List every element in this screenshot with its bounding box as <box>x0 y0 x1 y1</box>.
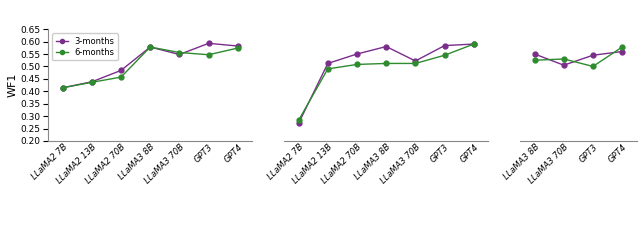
3-months <box>560 64 568 67</box>
Line: 3-months: 3-months <box>60 41 240 90</box>
3-months <box>382 45 390 48</box>
6-months <box>59 86 67 89</box>
6-months <box>412 62 419 65</box>
3-months <box>147 46 154 49</box>
6-months <box>353 63 361 66</box>
3-months <box>470 43 477 45</box>
6-months <box>441 54 449 57</box>
6-months <box>560 58 568 61</box>
3-months <box>234 45 242 48</box>
3-months <box>531 52 538 55</box>
6-months <box>470 43 477 45</box>
6-months <box>618 46 626 49</box>
Y-axis label: WF1: WF1 <box>8 73 17 97</box>
Line: 3-months: 3-months <box>532 49 625 68</box>
3-months <box>441 44 449 47</box>
6-months <box>531 59 538 62</box>
3-months <box>175 53 183 56</box>
Legend: 3-months, 6-months: 3-months, 6-months <box>52 33 118 61</box>
Line: 3-months: 3-months <box>296 42 476 126</box>
6-months <box>324 68 332 70</box>
6-months <box>589 65 597 68</box>
6-months <box>88 81 95 84</box>
3-months <box>589 54 597 57</box>
6-months <box>295 119 303 122</box>
Line: 6-months: 6-months <box>60 45 240 90</box>
Line: 6-months: 6-months <box>296 42 476 123</box>
3-months <box>59 86 67 89</box>
3-months <box>353 52 361 55</box>
3-months <box>88 80 95 83</box>
3-months <box>412 60 419 62</box>
3-months <box>295 122 303 125</box>
6-months <box>175 51 183 54</box>
3-months <box>117 69 125 72</box>
6-months <box>205 53 212 56</box>
3-months <box>324 62 332 65</box>
3-months <box>205 42 212 45</box>
Line: 6-months: 6-months <box>532 45 625 69</box>
6-months <box>234 47 242 50</box>
3-months <box>618 50 626 53</box>
6-months <box>117 76 125 78</box>
6-months <box>147 46 154 49</box>
6-months <box>382 62 390 65</box>
